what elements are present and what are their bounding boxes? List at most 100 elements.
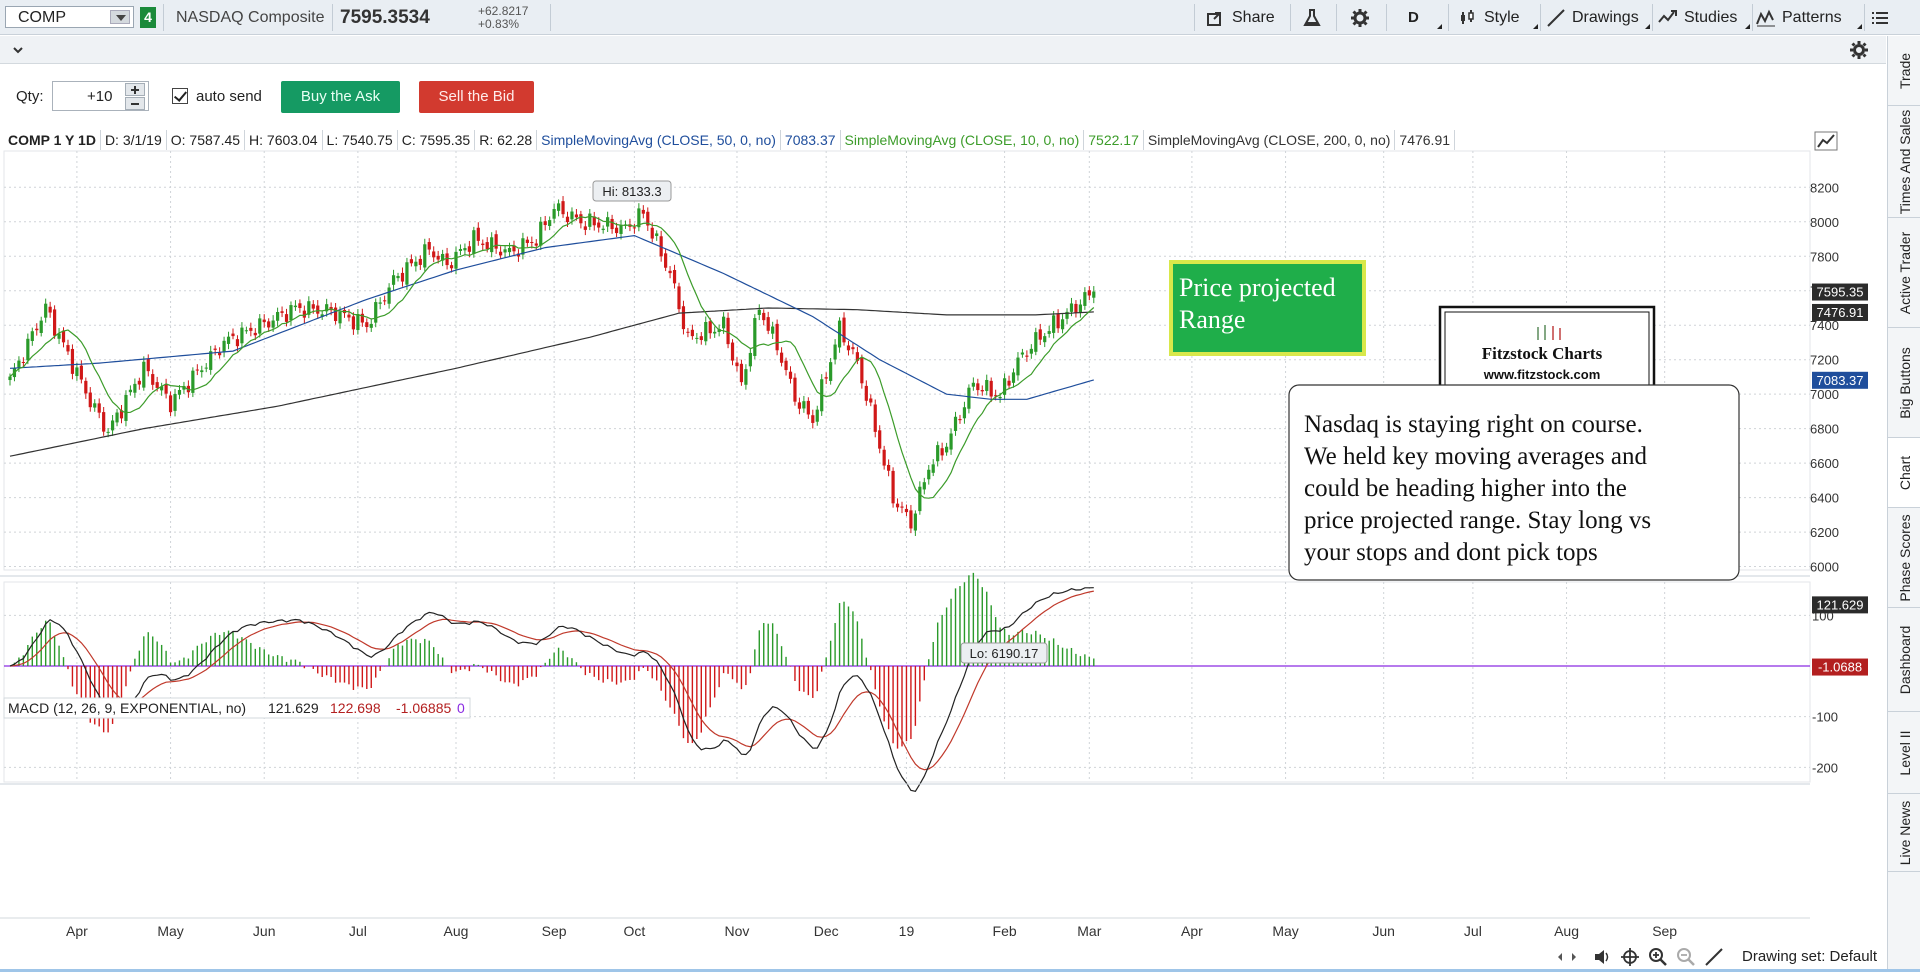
share-icon [1207,11,1221,26]
commentary-line-2: We held key moving averages and [1304,443,1648,470]
projected-range-box[interactable]: Price projected Range [1169,260,1366,356]
candle-body [592,216,596,226]
candle-body [316,305,320,314]
candle-body [878,430,882,449]
scroll-arrows-icon[interactable] [1554,947,1580,967]
sma50-value: 7083.37 [781,130,841,150]
crosshair-icon[interactable] [1620,947,1640,967]
flask-button[interactable] [1302,0,1322,35]
candle-body [779,352,784,363]
aggregation-button[interactable]: D [1408,0,1442,35]
tab-dashboard[interactable]: Dashboard [1888,608,1920,712]
candle-body [864,385,868,401]
time-tick-label: Dec [814,923,839,939]
tab-level-ii[interactable]: Level II [1888,712,1920,794]
candle-body [409,259,413,264]
corner-indicator-icon [1745,24,1750,29]
candle-body [1043,336,1047,343]
candle-body [369,323,373,328]
candle-body [918,486,922,512]
candle-body [284,314,289,322]
separator [1864,4,1865,31]
link-group-badge[interactable]: 4 [140,7,156,28]
candle-body [57,333,61,339]
tab-active-trader[interactable]: Active Trader [1888,218,1920,328]
candle-body [258,318,262,334]
style-button[interactable]: Style [1458,0,1538,35]
candle-body [953,416,958,431]
candle-body [155,382,159,388]
candle-body [481,243,485,246]
drawing-set-selector[interactable]: Drawing set: Default [1742,948,1878,965]
chevron-down-icon[interactable] [12,44,24,56]
drawing-tool-icon[interactable] [1814,131,1838,151]
candle-body [499,251,503,256]
candle-body [383,300,387,302]
tab-chart[interactable]: Chart [1888,438,1920,508]
candle-body [146,358,150,372]
menu-button[interactable] [1870,0,1890,35]
high-bubble: Hi: 8133.3 [592,180,672,202]
tab-label: Trade [1896,52,1913,89]
study-header: COMP 1 Y 1D D: 3/1/19 O: 7587.45 H: 7603… [4,130,1456,150]
sell-the-bid-button[interactable]: Sell the Bid [419,81,534,113]
sma10-label[interactable]: SimpleMovingAvg (CLOSE, 10, 0, no) [841,130,1085,150]
candle-body [249,327,253,331]
candle-body [213,348,217,350]
studies-button[interactable]: Studies [1658,0,1750,35]
share-button[interactable]: Share [1206,0,1275,35]
tab-big-buttons[interactable]: Big Buttons [1888,328,1920,438]
pan-speaker-icon[interactable] [1592,947,1612,967]
zoom-in-icon[interactable] [1648,947,1668,967]
qty-decrement-icon[interactable] [125,97,145,110]
buy-the-ask-button[interactable]: Buy the Ask [281,81,400,113]
candle-body [806,400,810,415]
candle-body [276,311,280,321]
chart-settings-gear-icon[interactable] [1849,40,1869,60]
candle-body [1034,332,1038,352]
candle-body [994,395,998,397]
candle-body [79,365,83,380]
price-chart[interactable]: 6000620064006600680070007200740076007800… [0,150,1886,942]
drawings-button[interactable]: Drawings [1546,0,1650,35]
candle-body [1065,311,1069,319]
macd-label[interactable]: MACD (12, 26, 9, EXPONENTIAL, no) [8,700,246,716]
candle-body [325,304,329,312]
candle-body [307,301,311,315]
time-tick-label: Jul [349,923,367,939]
candle-body [659,236,663,257]
qty-increment-icon[interactable] [125,83,145,96]
candle-body [485,242,489,250]
tab-label: Big Buttons [1896,346,1913,419]
candle-body [298,303,302,309]
candle-body [75,367,79,377]
candle-body [262,319,266,323]
tab-phase-scores[interactable]: Phase Scores [1888,508,1920,608]
high-bubble-text: Hi: 8133.3 [602,184,661,199]
candle-body [436,255,440,260]
qty-input[interactable]: +10 [52,81,149,111]
tab-live-news[interactable]: Live News [1888,794,1920,872]
sma200-label[interactable]: SimpleMovingAvg (CLOSE, 200, 0, no) [1144,130,1396,150]
sma50-label[interactable]: SimpleMovingAvg (CLOSE, 50, 0, no) [537,130,781,150]
drawing-line-icon[interactable] [1704,947,1724,967]
macd-header: MACD (12, 26, 9, EXPONENTIAL, no) 121.62… [3,697,471,719]
symbol-selector[interactable]: COMP [5,6,134,28]
candle-body [302,310,306,318]
candle-body [119,410,124,419]
candle-body [552,209,556,219]
candle-body [391,275,396,285]
symbol-period: COMP 1 Y 1D [4,130,101,150]
auto-send-checkbox[interactable] [172,88,188,104]
candle-body [744,369,748,385]
zoom-out-icon[interactable] [1676,947,1696,967]
time-tick-label: Jul [1464,923,1482,939]
settings-button[interactable] [1350,0,1370,35]
candle-body [351,316,356,330]
candle-body [191,370,195,393]
patterns-button[interactable]: Patterns [1756,0,1862,35]
tab-trade[interactable]: Trade [1888,36,1920,106]
commentary-note[interactable]: Nasdaq is staying right on course. We he… [1288,384,1740,581]
symbol-dropdown-icon[interactable] [110,10,130,24]
tab-times-and-sales[interactable]: Times And Sales [1888,106,1920,218]
